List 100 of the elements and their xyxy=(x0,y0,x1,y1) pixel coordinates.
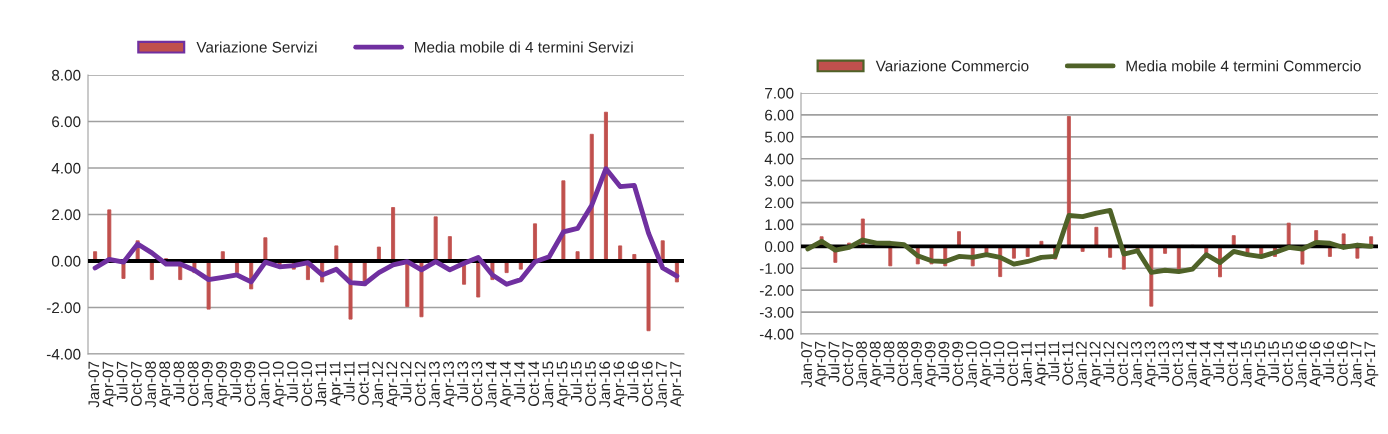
y-tick-label: -4.00 xyxy=(46,348,81,360)
x-tick-label: Apr-14 xyxy=(500,361,514,407)
x-tick-label: Jul-13 xyxy=(1157,341,1170,383)
legend-label: Variazione Servizi xyxy=(196,41,317,53)
x-tick-label: Jul-08 xyxy=(883,341,895,383)
x-tick-label: Jan-09 xyxy=(911,341,922,388)
legend-label: Media mobile 4 termini Commercio xyxy=(1126,60,1361,72)
x-tick-label: Jan-16 xyxy=(1295,341,1307,388)
x-tick-label: Jan-17 xyxy=(656,361,667,408)
y-tick-label: -4.00 xyxy=(759,328,794,340)
y-tick-label: 2.00 xyxy=(765,197,794,209)
x-tick-label: Oct-12 xyxy=(414,361,426,407)
x-tick-label: Jan-15 xyxy=(542,361,554,408)
x-tick-label: Apr-09 xyxy=(924,341,939,387)
x-tick-label: Jul-08 xyxy=(173,361,185,403)
x-tick-label: Jan-10 xyxy=(966,341,977,388)
x-tick-label: Jul-09 xyxy=(229,361,242,403)
x-tick-label: Apr-14 xyxy=(1199,341,1214,387)
x-tick-label: Oct-11 xyxy=(358,361,369,405)
y-tick-label: -2.00 xyxy=(46,302,81,314)
x-tick-label: Oct-13 xyxy=(471,361,483,407)
legend-label: Variazione Commercio xyxy=(875,60,1029,72)
y-tick-label: 0.00 xyxy=(51,255,81,267)
x-tick-label: Oct-15 xyxy=(1281,341,1293,387)
y-tick-label: 5.00 xyxy=(764,131,794,143)
x-tick-label: Jan-14 xyxy=(485,361,497,408)
x-tick-label: Apr-15 xyxy=(556,361,571,407)
x-tick-label: Oct-09 xyxy=(244,361,256,407)
x-tick-label: Jul-07 xyxy=(828,341,840,383)
y-tick-label: -3.00 xyxy=(759,306,794,318)
x-tick-label: Jan-11 xyxy=(315,361,327,407)
x-tick-label: Jul-13 xyxy=(456,361,469,403)
y-tick-label: 6.00 xyxy=(765,109,794,121)
x-tick-label: Jan-15 xyxy=(1240,341,1252,388)
x-tick-label: Jul-12 xyxy=(1102,341,1115,383)
y-tick-label: 6.00 xyxy=(52,116,81,128)
y-tick-label: -1.00 xyxy=(759,263,794,274)
y-tick-label: 0.00 xyxy=(764,241,794,253)
x-tick-label: Jul-11 xyxy=(1048,341,1060,382)
x-tick-label: Jul-09 xyxy=(938,341,950,383)
x-tick-label: Apr-12 xyxy=(386,361,401,407)
x-tick-label: Apr-10 xyxy=(272,361,287,407)
x-tick-label: Apr-17 xyxy=(670,361,685,407)
x-tick-label: Jan-12 xyxy=(372,361,384,408)
y-tick-label: -2.00 xyxy=(759,285,794,296)
x-tick-label: Oct-16 xyxy=(1336,341,1348,387)
y-tick-label: 7.00 xyxy=(765,87,794,99)
x-tick-label: Apr-10 xyxy=(979,341,994,387)
y-tick-label: 3.00 xyxy=(764,175,794,187)
x-tick-label: Oct-08 xyxy=(187,361,199,407)
x-tick-label: Apr-07 xyxy=(102,361,117,407)
x-tick-label: Apr-13 xyxy=(443,361,457,407)
x-tick-label: Oct-16 xyxy=(641,361,653,407)
x-tick-label: Jul-16 xyxy=(627,361,639,403)
x-tick-label: Oct-14 xyxy=(528,361,540,407)
y-tick-label: 4.00 xyxy=(764,153,794,165)
x-tick-label: Jan-12 xyxy=(1075,341,1087,388)
x-tick-label: Oct-14 xyxy=(1227,341,1238,387)
x-tick-label: Jul-15 xyxy=(1267,341,1280,383)
x-tick-label: Apr-07 xyxy=(814,341,829,387)
x-tick-label: Apr-17 xyxy=(1364,341,1379,387)
x-tick-label: Jan-11 xyxy=(1021,341,1032,387)
x-tick-label: Oct-12 xyxy=(1117,341,1128,387)
y-tick-label: 1.00 xyxy=(765,219,794,231)
x-tick-label: Apr-08 xyxy=(869,341,884,387)
x-tick-label: Jan-08 xyxy=(856,341,867,388)
x-tick-label: Oct-07 xyxy=(842,341,854,387)
x-tick-label: Jan-08 xyxy=(145,361,156,408)
x-tick-label: Jul-10 xyxy=(993,341,1005,383)
x-tick-label: Jul-11 xyxy=(343,361,355,402)
x-tick-label: Jan-09 xyxy=(201,361,213,408)
x-tick-label: Jan-14 xyxy=(1185,341,1197,388)
x-tick-label: Jan-13 xyxy=(1130,341,1142,388)
x-tick-label: Jul-12 xyxy=(400,361,412,403)
x-tick-label: Jul-15 xyxy=(570,361,582,403)
x-tick-label: Apr-11 xyxy=(329,361,344,406)
y-tick-label: 8.00 xyxy=(51,69,81,81)
x-tick-label: Oct-09 xyxy=(952,341,964,387)
x-tick-label: Apr-16 xyxy=(613,361,628,407)
x-tick-label: Apr-08 xyxy=(159,361,174,407)
x-tick-label: Oct-10 xyxy=(301,361,313,407)
x-tick-label: Jan-13 xyxy=(428,361,440,408)
x-tick-label: Apr-13 xyxy=(1144,341,1159,387)
y-tick-label: 4.00 xyxy=(51,162,81,174)
x-tick-label: Jan-16 xyxy=(599,361,611,408)
x-tick-label: Oct-07 xyxy=(130,361,142,407)
x-tick-label: Oct-08 xyxy=(897,341,909,387)
x-tick-label: Jan-07 xyxy=(88,361,100,408)
x-tick-label: Oct-10 xyxy=(1007,341,1019,387)
x-tick-label: Jan-17 xyxy=(1350,341,1362,388)
x-tick-label: Apr-11 xyxy=(1034,341,1049,386)
x-tick-label: Apr-15 xyxy=(1254,341,1269,387)
x-tick-label: Jul-07 xyxy=(116,361,128,403)
legend-label: Media mobile di 4 termini Servizi xyxy=(415,41,633,53)
x-tick-label: Apr-09 xyxy=(216,361,230,407)
x-tick-label: Jan-10 xyxy=(258,361,270,408)
x-tick-label: Jul-10 xyxy=(286,361,298,403)
x-tick-label: Apr-12 xyxy=(1089,341,1104,387)
x-tick-label: Jul-16 xyxy=(1322,341,1335,383)
x-tick-label: Jul-14 xyxy=(513,361,525,403)
